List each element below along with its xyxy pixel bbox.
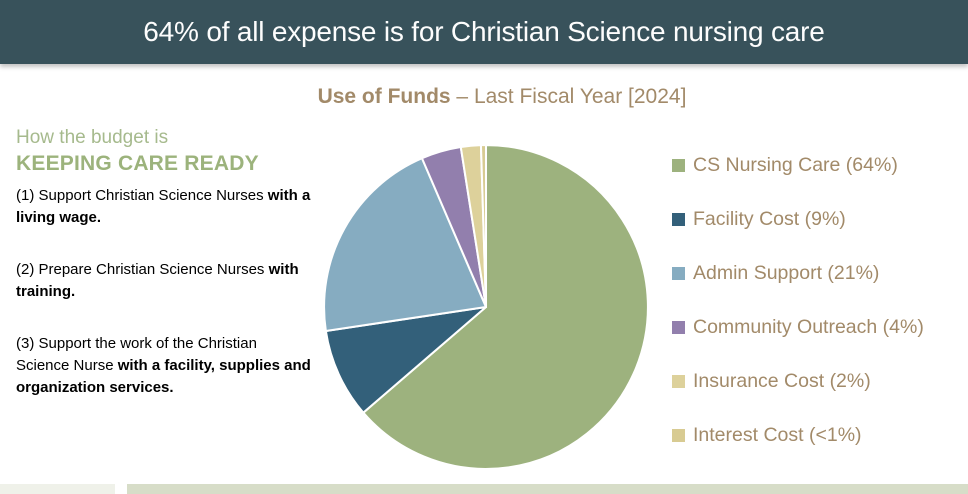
legend-label-community-outreach: Community Outreach (4%)	[693, 315, 924, 338]
footer-strip-right	[127, 484, 968, 494]
legend-swatch-insurance-cost	[672, 374, 685, 388]
footer-strip-left	[0, 484, 115, 494]
budget-heading-line1: How the budget is	[16, 127, 169, 148]
pie-slice-cs-nursing-care	[362, 144, 649, 470]
budget-heading-line2: KEEPING CARE READY	[16, 152, 259, 175]
chart-legend: CS Nursing Care (64%) Facility Cost (9%)…	[672, 138, 924, 462]
legend-label-interest-cost: Interest Cost (<1%)	[693, 423, 862, 446]
legend-item-admin-support: Admin Support (21%)	[672, 246, 924, 300]
budget-paragraph-3-bold: with a facility, supplies and organizati…	[16, 357, 311, 396]
pie-chart	[323, 144, 649, 470]
legend-item-community-outreach: Community Outreach (4%)	[672, 300, 924, 354]
chart-subtitle-rest: – Last Fiscal Year [2024]	[450, 85, 687, 108]
pie-slice-admin-support	[323, 157, 488, 332]
legend-item-insurance-cost: Insurance Cost (2%)	[672, 354, 924, 408]
legend-label-admin-support: Admin Support (21%)	[693, 261, 880, 284]
budget-paragraph-1-bold: with a living wage.	[16, 187, 311, 226]
legend-swatch-facility-cost	[672, 212, 685, 226]
pie-slice-facility-cost	[324, 305, 488, 414]
budget-paragraph-3: (3) Support the work of the Christian Sc…	[16, 333, 314, 399]
budget-paragraph-2: (2) Prepare Christian Science Nurses wit…	[16, 259, 314, 303]
legend-label-insurance-cost: Insurance Cost (2%)	[693, 369, 871, 392]
pie-slice-interest-cost	[479, 144, 488, 309]
budget-paragraph-3-text: (3) Support the work of the Christian Sc…	[16, 335, 257, 374]
budget-paragraph-1: (1) Support Christian Science Nurses wit…	[16, 185, 314, 229]
chart-subtitle: Use of Funds – Last Fiscal Year [2024]	[0, 85, 968, 109]
pie-chart-container	[319, 140, 653, 474]
budget-paragraph-2-text: (2) Prepare Christian Science Nurses	[16, 261, 269, 278]
legend-label-cs-nursing-care: CS Nursing Care (64%)	[693, 153, 898, 176]
legend-label-facility-cost: Facility Cost (9%)	[693, 207, 846, 230]
legend-item-cs-nursing-care: CS Nursing Care (64%)	[672, 138, 924, 192]
budget-paragraph-2-bold: with training.	[16, 261, 299, 300]
title-banner: 64% of all expense is for Christian Scie…	[0, 0, 968, 64]
budget-text-block: How the budget is KEEPING CARE READY (1)…	[16, 125, 314, 429]
legend-swatch-admin-support	[672, 266, 685, 280]
budget-paragraph-1-text: (1) Support Christian Science Nurses	[16, 187, 268, 204]
legend-swatch-cs-nursing-care	[672, 158, 685, 172]
chart-subtitle-bold: Use of Funds	[317, 85, 451, 108]
legend-item-interest-cost: Interest Cost (<1%)	[672, 408, 924, 462]
legend-swatch-community-outreach	[672, 320, 685, 334]
slide-title: 64% of all expense is for Christian Scie…	[143, 16, 825, 47]
legend-swatch-interest-cost	[672, 428, 685, 442]
legend-item-facility-cost: Facility Cost (9%)	[672, 192, 924, 246]
